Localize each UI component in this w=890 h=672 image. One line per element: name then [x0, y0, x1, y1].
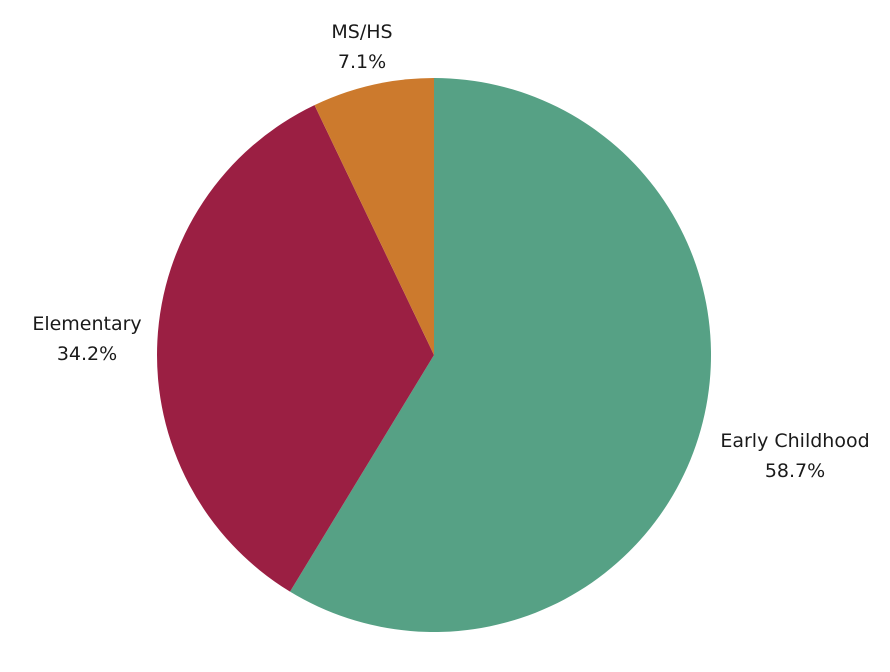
- pie-slice-early-childhood: [290, 78, 712, 632]
- slice-label-elementary: Elementary: [32, 313, 141, 335]
- pie-slices: [157, 78, 712, 632]
- slice-label-ms-hs: MS/HS: [331, 21, 392, 43]
- slice-value-elementary: 34.2%: [57, 343, 117, 365]
- slice-value-early-childhood: 58.7%: [765, 460, 825, 482]
- pie-slice-elementary: [157, 105, 434, 592]
- pie-slice-ms-hs: [314, 78, 434, 355]
- pie-labels: Early Childhood 58.7% Elementary 34.2% MS/HS…: [32, 21, 869, 482]
- slice-value-ms-hs: 7.1%: [338, 51, 386, 73]
- slice-label-early-childhood: Early Childhood: [720, 430, 869, 452]
